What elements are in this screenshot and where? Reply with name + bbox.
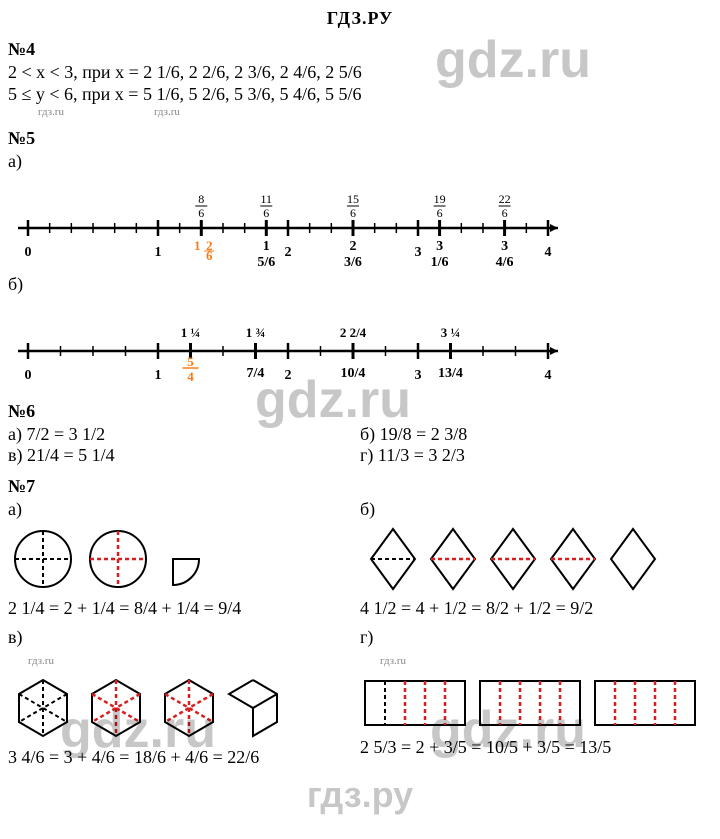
svg-text:4: 4	[545, 245, 552, 260]
svg-text:1: 1	[263, 239, 270, 254]
svg-text:2: 2	[285, 368, 292, 383]
sec7v-label: в)	[8, 627, 360, 648]
svg-text:0: 0	[25, 368, 32, 383]
watermark-footer: гдз.ру	[8, 774, 712, 816]
sec6-b: б) 19/8 = 2 3/8	[360, 424, 712, 445]
svg-text:4/6: 4/6	[496, 255, 514, 268]
svg-text:0: 0	[25, 245, 32, 260]
sec7b-eq: 4 1/2 = 4 + 1/2 = 8/2 + 1/2 = 9/2	[360, 598, 712, 619]
svg-text:3/6: 3/6	[344, 255, 362, 268]
svg-text:2: 2	[350, 239, 357, 254]
sec7-title: №7	[8, 476, 712, 497]
watermark-small: гдз.ru	[28, 655, 54, 667]
sec7g-eq: 2 5/3 = 2 + 3/5 = 10/5 + 3/5 = 13/5	[360, 737, 712, 758]
watermark-small: гдз.ru	[154, 106, 180, 118]
svg-text:1: 1	[194, 238, 201, 253]
sec7v-eq: 3 4/6 = 3 + 4/6 = 18/6 + 4/6 = 22/6	[8, 747, 360, 768]
svg-text:4: 4	[187, 369, 194, 384]
svg-text:15: 15	[347, 192, 359, 206]
svg-text:1: 1	[155, 368, 162, 383]
page-header: ГДЗ.РУ	[8, 8, 712, 29]
svg-text:6: 6	[198, 206, 204, 220]
sec4-line2: 5 ≤ y < 6, при x = 5 1/6, 5 2/6, 5 3/6, …	[8, 84, 712, 105]
svg-text:1 ¼: 1 ¼	[181, 325, 201, 340]
shapes-7b	[360, 524, 712, 594]
svg-text:6: 6	[502, 206, 508, 220]
sec7a-eq: 2 1/4 = 2 + 1/4 = 8/4 + 1/4 = 9/4	[8, 598, 360, 619]
svg-text:6: 6	[263, 206, 269, 220]
svg-text:1 ¾: 1 ¾	[246, 325, 266, 340]
svg-text:8: 8	[198, 192, 204, 206]
svg-text:4: 4	[545, 368, 552, 383]
sec6-g: г) 11/3 = 3 2/3	[360, 445, 712, 466]
sec6-title: №6	[8, 401, 712, 422]
svg-text:1: 1	[155, 245, 162, 260]
sec7g-label: г)	[360, 627, 712, 648]
sec5-title: №5	[8, 128, 712, 149]
sec4-line1: 2 < x < 3, при x = 2 1/6, 2 2/6, 2 3/6, …	[8, 62, 712, 83]
sec5a-label: а)	[8, 151, 712, 172]
svg-text:6: 6	[437, 206, 443, 220]
number-line-5b: 012341 ¼1 ¾2 2/43 ¼457/410/413/4	[8, 299, 712, 391]
svg-text:5/6: 5/6	[257, 255, 275, 268]
sec7a-label: а)	[8, 499, 360, 520]
svg-text:7/4: 7/4	[247, 366, 265, 381]
svg-text:1/6: 1/6	[431, 255, 449, 268]
sec5b-label: б)	[8, 274, 712, 295]
shapes-7g	[360, 673, 712, 733]
svg-text:3: 3	[415, 368, 422, 383]
watermark-small: гдз.ru	[38, 106, 64, 118]
svg-text:11: 11	[261, 192, 273, 206]
watermark-small: гдз.ru	[380, 655, 406, 667]
shapes-7a	[8, 524, 360, 594]
svg-text:6: 6	[350, 206, 356, 220]
svg-text:22: 22	[499, 192, 511, 206]
svg-text:13/4: 13/4	[438, 366, 463, 381]
svg-text:3: 3	[436, 239, 443, 254]
sec4-title: №4	[8, 39, 712, 60]
svg-text:6: 6	[206, 248, 213, 263]
shapes-7v	[8, 673, 360, 743]
svg-text:2 2/4: 2 2/4	[340, 325, 367, 340]
sec6-v: в) 21/4 = 5 1/4	[8, 445, 360, 466]
svg-text:3: 3	[415, 245, 422, 260]
svg-text:3 ¼: 3 ¼	[441, 325, 461, 340]
sec7b-label: б)	[360, 499, 712, 520]
svg-text:10/4: 10/4	[341, 366, 366, 381]
sec6-a: а) 7/2 = 3 1/2	[8, 424, 360, 445]
svg-text:19: 19	[434, 192, 446, 206]
svg-text:3: 3	[501, 239, 508, 254]
number-line-5a: 012348611615619622612615/623/631/634/6	[8, 176, 712, 268]
svg-text:2: 2	[285, 245, 292, 260]
svg-text:5: 5	[187, 354, 194, 369]
